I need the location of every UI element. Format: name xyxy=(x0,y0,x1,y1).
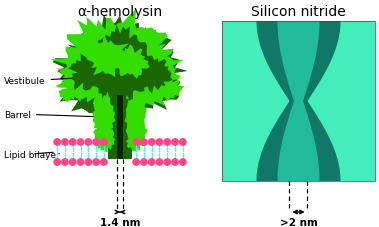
Polygon shape xyxy=(125,121,147,152)
Circle shape xyxy=(85,139,91,146)
Circle shape xyxy=(133,159,139,165)
Polygon shape xyxy=(64,24,184,113)
Circle shape xyxy=(77,159,84,165)
Circle shape xyxy=(164,139,171,146)
Circle shape xyxy=(69,139,76,146)
Circle shape xyxy=(69,159,76,165)
Circle shape xyxy=(149,139,155,146)
Circle shape xyxy=(133,139,139,146)
Circle shape xyxy=(62,139,68,146)
Polygon shape xyxy=(53,16,188,126)
Text: Vestibule: Vestibule xyxy=(4,77,91,86)
Circle shape xyxy=(172,159,178,165)
Polygon shape xyxy=(222,22,289,181)
Circle shape xyxy=(93,139,99,146)
Bar xyxy=(108,100,132,159)
Circle shape xyxy=(156,139,163,146)
Circle shape xyxy=(149,159,155,165)
Polygon shape xyxy=(58,75,89,103)
Polygon shape xyxy=(308,22,375,181)
Circle shape xyxy=(100,139,107,146)
Polygon shape xyxy=(50,10,175,111)
Bar xyxy=(222,22,375,181)
Circle shape xyxy=(100,159,107,165)
Circle shape xyxy=(156,159,163,165)
Polygon shape xyxy=(132,56,172,94)
Circle shape xyxy=(62,159,68,165)
Polygon shape xyxy=(124,55,181,101)
Bar xyxy=(222,22,375,181)
Polygon shape xyxy=(277,22,319,181)
Polygon shape xyxy=(125,93,147,143)
Polygon shape xyxy=(92,92,116,141)
Text: Lipid bilayer: Lipid bilayer xyxy=(4,150,60,159)
Circle shape xyxy=(180,139,186,146)
Circle shape xyxy=(172,139,178,146)
Polygon shape xyxy=(93,123,116,153)
Circle shape xyxy=(54,139,60,146)
Polygon shape xyxy=(151,75,184,102)
Polygon shape xyxy=(89,25,150,109)
Bar xyxy=(222,22,375,181)
Text: Barrel: Barrel xyxy=(4,110,103,119)
Text: α-hemolysin: α-hemolysin xyxy=(77,5,163,19)
Circle shape xyxy=(54,159,60,165)
Text: 1.4 nm: 1.4 nm xyxy=(100,217,140,227)
Polygon shape xyxy=(86,35,129,78)
Bar xyxy=(117,96,123,159)
Circle shape xyxy=(93,159,99,165)
Polygon shape xyxy=(68,54,108,91)
Circle shape xyxy=(180,159,186,165)
Text: Silicon nitride: Silicon nitride xyxy=(251,5,346,19)
Circle shape xyxy=(141,159,147,165)
Polygon shape xyxy=(55,57,108,102)
Circle shape xyxy=(141,139,147,146)
Circle shape xyxy=(77,139,84,146)
Polygon shape xyxy=(112,45,150,79)
Circle shape xyxy=(164,159,171,165)
Text: >2 nm: >2 nm xyxy=(280,217,318,227)
Circle shape xyxy=(85,159,91,165)
